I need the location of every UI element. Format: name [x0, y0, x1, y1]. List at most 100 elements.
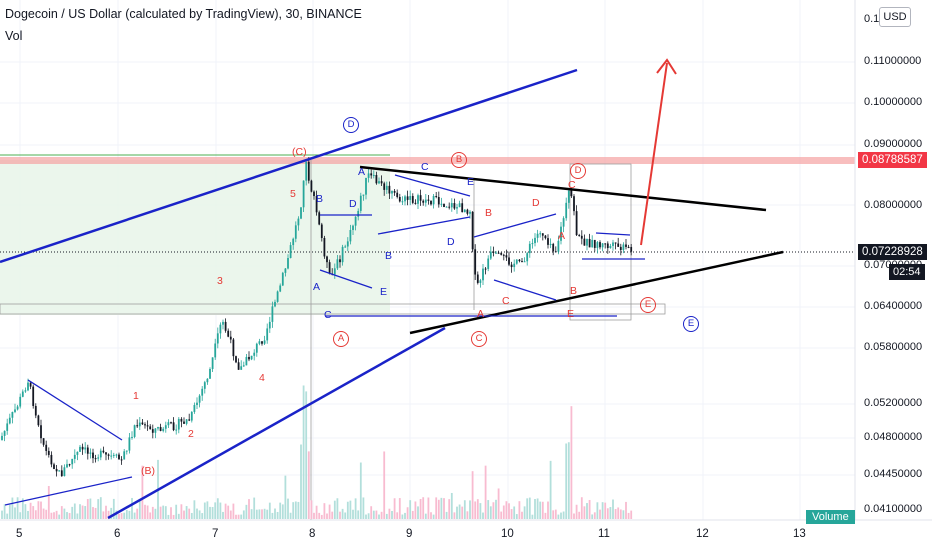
volume-bar	[417, 506, 419, 519]
candle-body	[385, 185, 388, 190]
volume-bar	[479, 503, 482, 519]
candle-body	[591, 239, 594, 248]
volume-bar	[487, 500, 490, 519]
volume-bar	[453, 512, 456, 519]
wave-label: A	[558, 230, 566, 242]
volume-bar	[588, 499, 591, 519]
volume-bar	[534, 499, 536, 519]
volume-bar	[271, 512, 274, 519]
volume-bar	[469, 500, 471, 519]
candle-body	[515, 259, 518, 264]
volume-bar	[513, 506, 516, 519]
volume-bars	[1, 385, 633, 519]
candle-body	[502, 254, 505, 256]
volume-bar	[175, 504, 178, 519]
volume-bar	[128, 510, 131, 519]
volume-bar	[136, 508, 139, 519]
volume-bar	[16, 497, 19, 519]
wave-label: 3	[217, 275, 223, 287]
candle-body	[120, 459, 123, 461]
wave-label: A	[313, 281, 321, 293]
upper-channel-line	[0, 68, 578, 264]
price-label: 0.08000000	[864, 199, 923, 211]
candle-body	[430, 200, 432, 205]
candle-body	[162, 428, 165, 431]
volume-bar	[339, 511, 341, 519]
volume-bar	[255, 509, 258, 519]
candle-body	[237, 362, 240, 370]
volume-bar	[206, 501, 209, 519]
candle-body	[487, 258, 490, 269]
small-trend-line	[319, 269, 373, 289]
candle-body	[375, 174, 378, 184]
volume-bar	[266, 509, 269, 519]
candle-body	[432, 196, 435, 205]
volume-bar	[102, 511, 105, 519]
candle-body	[128, 437, 131, 451]
volume-bar	[253, 497, 256, 519]
volume-indicator-label[interactable]: Vol	[5, 29, 23, 43]
wave-label: B	[316, 193, 324, 205]
volume-bar	[619, 509, 622, 519]
candle-body	[131, 436, 133, 438]
candle-body	[578, 235, 581, 237]
candle-body	[328, 262, 331, 274]
wave-label: 2	[188, 428, 194, 440]
candle-body	[588, 238, 591, 248]
volume-bar	[71, 506, 74, 519]
volume-bar	[523, 506, 526, 519]
volume-bar	[34, 510, 37, 519]
candle-body	[513, 263, 516, 268]
candle-body	[526, 253, 529, 262]
candle-body	[144, 424, 146, 426]
volume-bar	[328, 504, 331, 519]
wave-label: D	[532, 197, 540, 209]
candle-body	[573, 196, 575, 212]
candle-body	[606, 243, 609, 249]
candle-body	[469, 211, 471, 214]
candle-body	[201, 388, 204, 396]
candle-body	[123, 451, 126, 460]
volume-bar	[544, 512, 547, 519]
last-price-tag: 0.07228928	[858, 244, 927, 260]
volume-bar	[370, 506, 373, 519]
volume-bar	[570, 406, 573, 519]
candle-body	[518, 259, 521, 262]
candle-body	[339, 259, 341, 263]
candle-body	[497, 252, 500, 254]
chart-title: Dogecoin / US Dollar (calculated by Trad…	[5, 7, 362, 21]
volume-bar	[536, 498, 539, 519]
volume-bar	[333, 500, 336, 519]
candle-body	[107, 454, 110, 456]
volume-bar	[505, 501, 508, 519]
candle-body	[281, 272, 284, 286]
candle-body	[136, 425, 139, 427]
candle-body	[250, 355, 253, 360]
volume-bar	[323, 503, 326, 519]
candle-body	[458, 203, 461, 208]
candle-body	[274, 301, 276, 307]
candle-body	[349, 230, 352, 242]
currency-button[interactable]: USD	[879, 7, 911, 27]
volume-bar	[476, 499, 479, 519]
resistance-price-tag: 0.08788587	[858, 152, 927, 168]
volume-bar	[125, 509, 128, 519]
candle-body	[411, 196, 414, 203]
candle-body	[47, 450, 50, 455]
candle-body	[326, 256, 328, 263]
volume-bar	[8, 504, 11, 519]
price-label: 0.11000000	[864, 55, 922, 67]
price-label: 0.06400000	[864, 300, 923, 312]
candle-body	[203, 382, 206, 389]
candle-body	[253, 352, 256, 356]
volume-bar	[367, 513, 370, 519]
candle-body	[565, 202, 568, 219]
candle-body	[531, 243, 534, 245]
lower-channel-line	[107, 326, 446, 520]
candle-body	[105, 452, 107, 455]
candle-body	[112, 454, 115, 456]
price-label: 0.09000000	[864, 138, 923, 150]
volume-bar	[97, 499, 100, 519]
wave-label: E	[467, 176, 475, 188]
